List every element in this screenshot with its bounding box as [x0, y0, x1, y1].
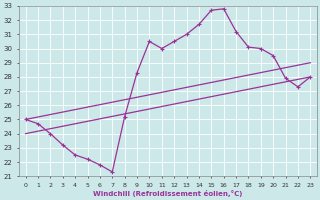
X-axis label: Windchill (Refroidissement éolien,°C): Windchill (Refroidissement éolien,°C) — [93, 190, 243, 197]
